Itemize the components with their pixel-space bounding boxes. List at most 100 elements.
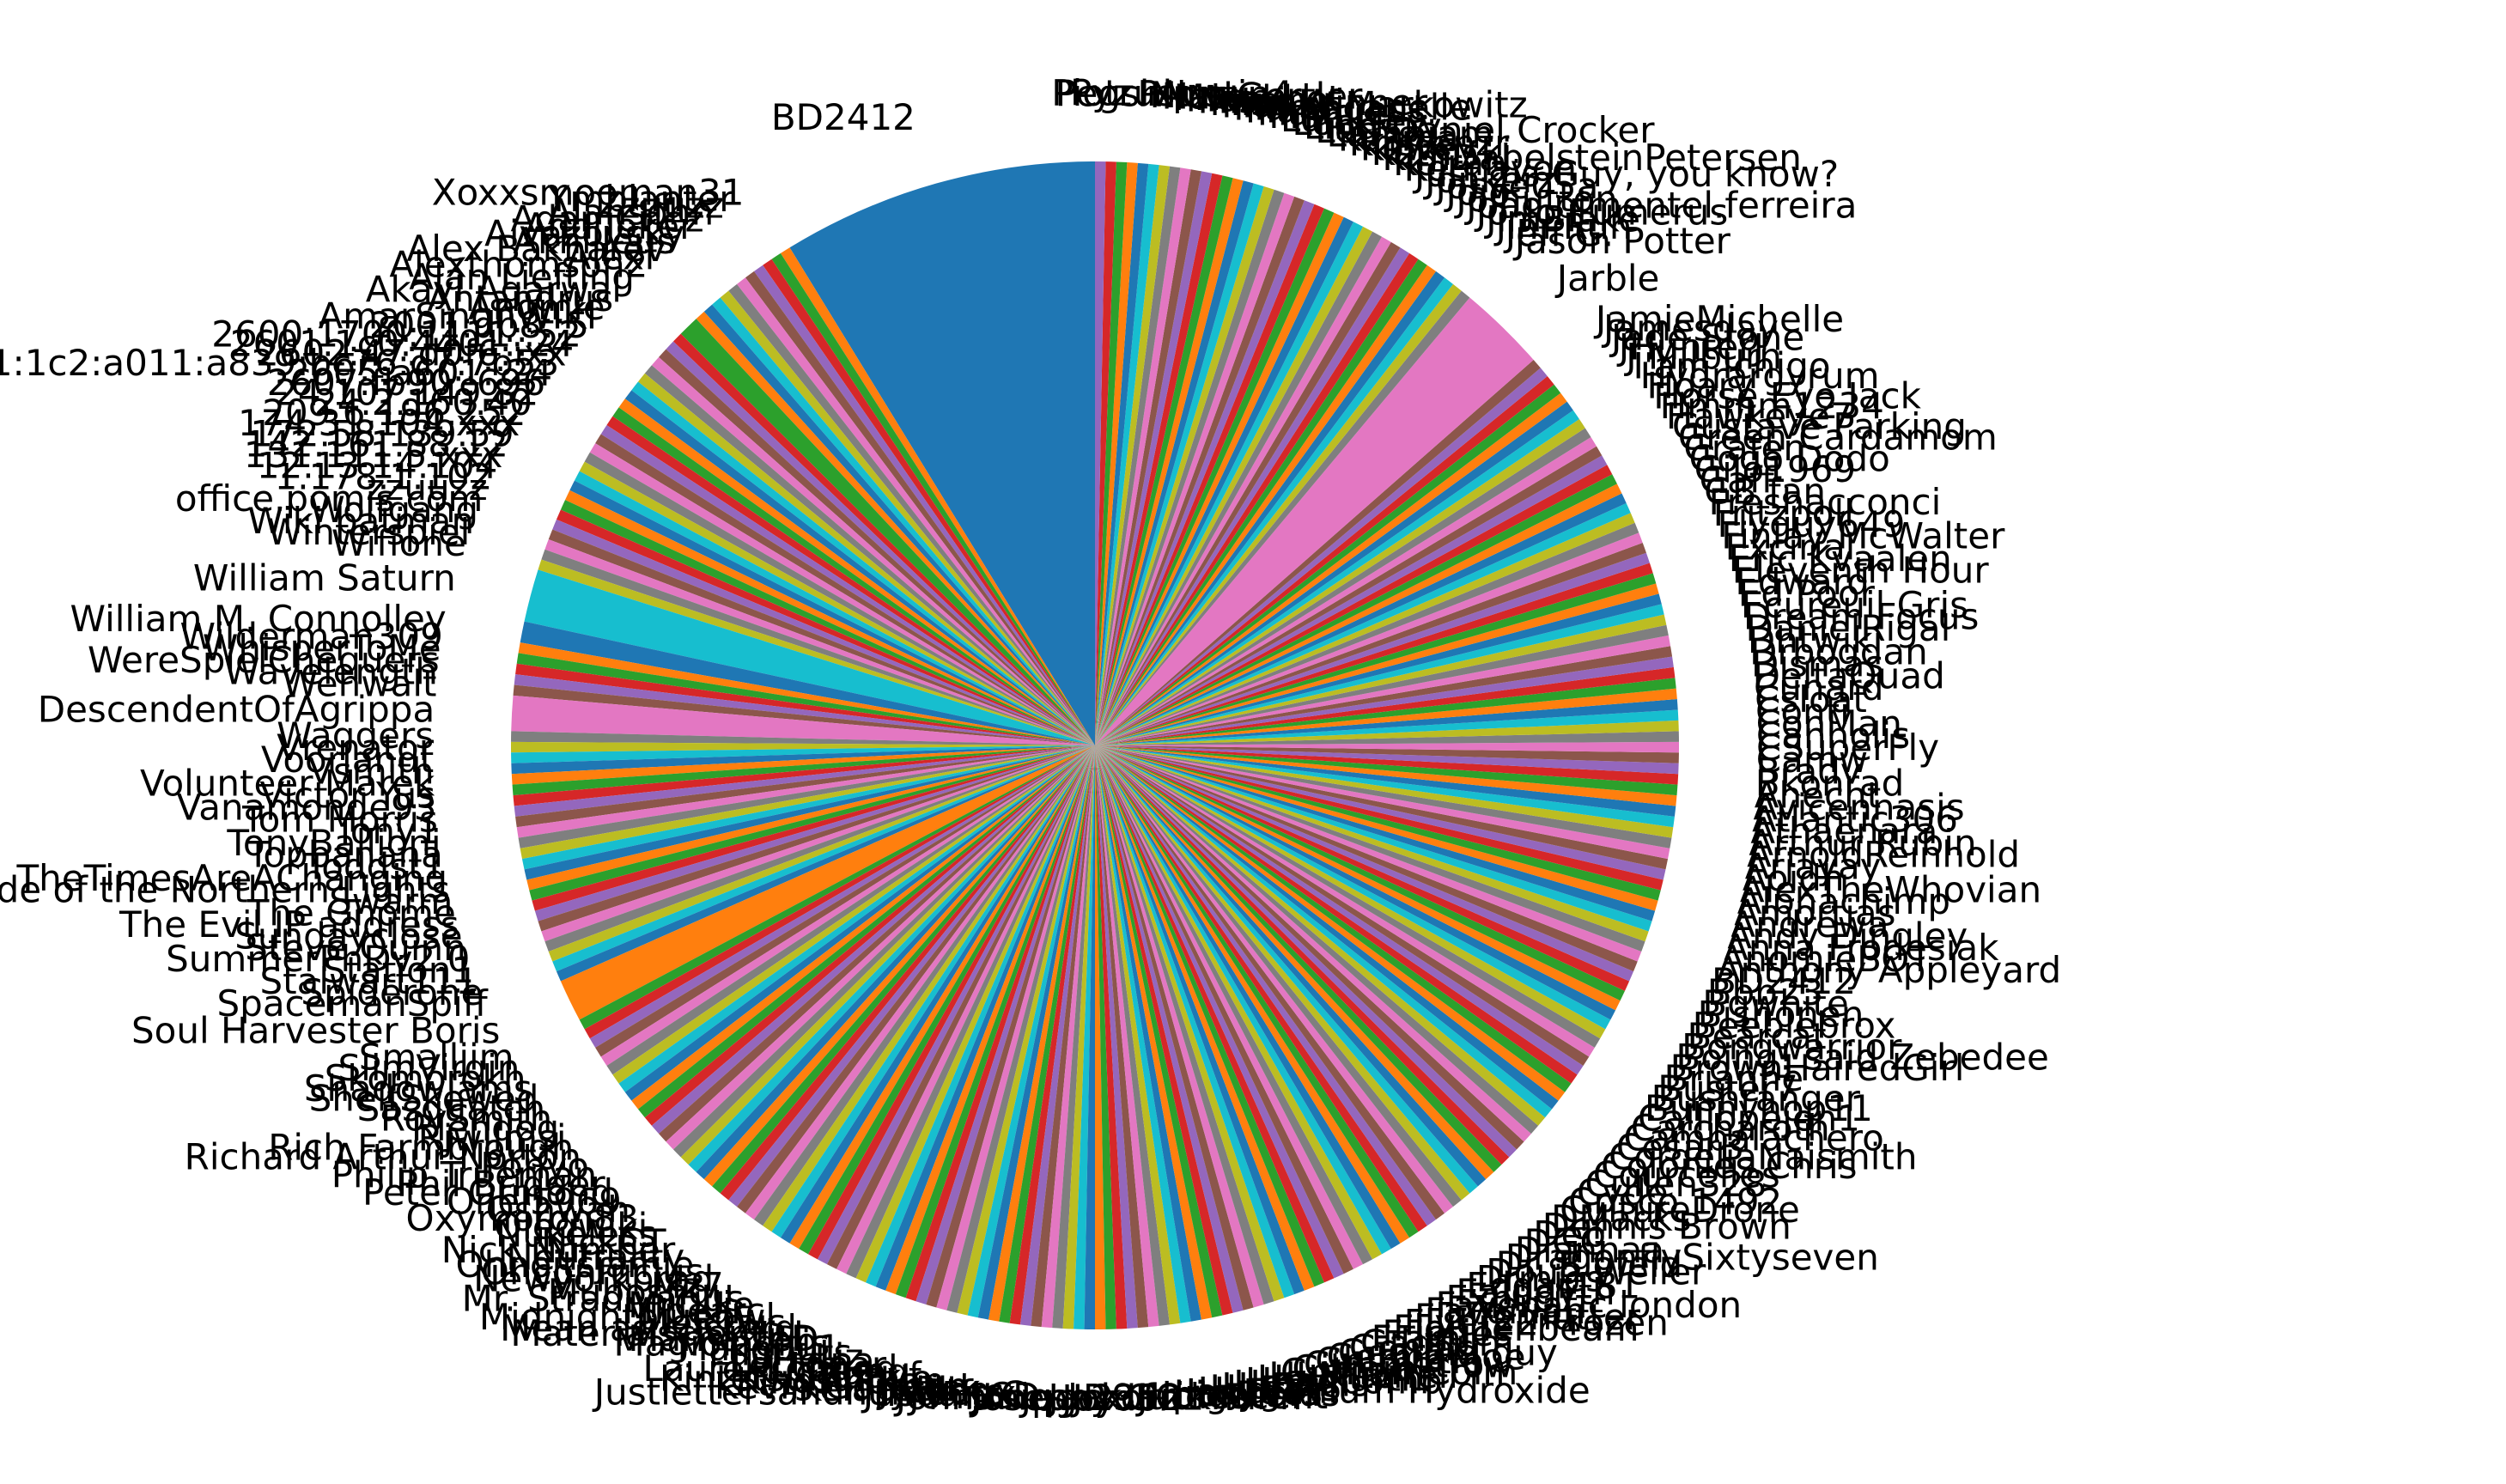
slice-label: 2600:1700:1111::52 bbox=[211, 313, 581, 356]
slice-label: Add Joker bbox=[524, 205, 695, 247]
pie-slice bbox=[511, 745, 1095, 775]
pie-slice bbox=[1095, 678, 1676, 745]
slice-label: DescendentOfAgrippa bbox=[38, 689, 435, 731]
pie-slice bbox=[866, 745, 1095, 1287]
slice-label: Winterspiel bbox=[267, 511, 470, 553]
pie-slice bbox=[624, 390, 1095, 745]
slice-label: Newyorkbrad bbox=[473, 1258, 714, 1300]
slice-label: Akhilleus bbox=[513, 220, 675, 262]
pie-slice bbox=[1095, 745, 1675, 828]
pie-slice bbox=[511, 745, 1095, 763]
pie-slice bbox=[1095, 745, 1638, 972]
pie-slice bbox=[754, 745, 1095, 1226]
slice-label: Ed Poor bbox=[1738, 572, 1876, 614]
slice-label: Ohconfucius bbox=[481, 1250, 704, 1292]
pie-slice bbox=[1095, 401, 1573, 745]
slice-label: Missing bbox=[1198, 80, 1333, 122]
pie-slice bbox=[1095, 428, 1591, 745]
pie-slice bbox=[988, 745, 1095, 1322]
pie-slice bbox=[579, 461, 1095, 745]
pie-slice bbox=[1095, 745, 1427, 1232]
pie-slice bbox=[1095, 745, 1445, 1220]
pie-slice bbox=[1095, 745, 1616, 1020]
pie-slice bbox=[1095, 376, 1554, 745]
slice-label: JamieMichelle bbox=[1593, 298, 1844, 340]
slice-label: Arthur Rubin bbox=[1749, 822, 1976, 864]
slice-label: Midnightblueowl bbox=[479, 1296, 776, 1338]
slice-label: Ahecht bbox=[1755, 775, 1881, 817]
slice-label: Flyguy649 bbox=[1718, 503, 1906, 545]
pie-slice bbox=[1095, 745, 1487, 1187]
pie-slice bbox=[1095, 474, 1617, 745]
pie-slice bbox=[680, 319, 1095, 745]
slice-label: Zzuuzz bbox=[597, 185, 724, 227]
pie-slice bbox=[1095, 745, 1223, 1318]
pie-slice bbox=[771, 745, 1095, 1238]
pie-slice bbox=[1095, 666, 1676, 745]
slice-label: Stalwart111 bbox=[259, 960, 478, 1002]
pie-slice bbox=[1095, 745, 1634, 982]
slice-label: Drbogdan bbox=[1749, 631, 1928, 673]
slice-label: Andy Dingley bbox=[1727, 915, 1968, 958]
slice-label: Magioladitis bbox=[614, 1323, 830, 1365]
slice-label: Hut 8.5 bbox=[1210, 1367, 1343, 1409]
slice-label: Materialscientist bbox=[510, 1312, 807, 1354]
slice-label: Kintetsubuffalo bbox=[660, 1357, 933, 1399]
slice-label: Ghmyrtle bbox=[1315, 1340, 1483, 1382]
slice-label: Jamesday bbox=[1601, 307, 1779, 350]
pie-slice bbox=[1095, 167, 1191, 746]
pie-slice bbox=[1095, 745, 1502, 1172]
slice-label: Anna Frodesiak bbox=[1724, 927, 1999, 969]
pie-slice bbox=[618, 745, 1095, 1092]
pie-slice bbox=[1095, 745, 1546, 1126]
pie-slice bbox=[808, 745, 1095, 1260]
pie-slice bbox=[1095, 745, 1621, 1011]
slice-label: Smalljim bbox=[359, 1037, 514, 1079]
slice-label: Aoidh bbox=[1743, 857, 1845, 899]
pie-slice bbox=[1095, 563, 1653, 745]
slice-label: Hmains bbox=[1233, 1363, 1369, 1405]
pie-slice bbox=[1095, 419, 1585, 745]
pie-slice bbox=[1095, 745, 1578, 1084]
slice-label: 142.161.88.12 bbox=[245, 423, 508, 465]
pie-slice bbox=[1095, 208, 1335, 745]
slice-label: 24.2.160.40 bbox=[314, 381, 532, 423]
pie-slice bbox=[651, 745, 1095, 1134]
pie-slice bbox=[696, 745, 1095, 1180]
pie-slice bbox=[1095, 513, 1635, 745]
pie-slice bbox=[538, 745, 1095, 932]
pie-slice bbox=[754, 265, 1095, 746]
pie-slice bbox=[1095, 741, 1680, 753]
pie-slice bbox=[1095, 745, 1669, 870]
pie-slice bbox=[595, 745, 1095, 1057]
pie-slice bbox=[1095, 552, 1650, 745]
slice-label: 1.178.1.102 bbox=[275, 455, 493, 497]
slice-label: Monkbot bbox=[1186, 78, 1342, 120]
pie-slice bbox=[1095, 204, 1324, 746]
slice-label: Kevin Gorman bbox=[715, 1365, 969, 1408]
slice-label: Cannolis bbox=[1756, 715, 1910, 757]
slice-label: 2001:db8::5 bbox=[369, 304, 589, 346]
slice-label: Alphachimp bbox=[1737, 880, 1950, 922]
pie-slice bbox=[512, 745, 1095, 796]
pie-slice bbox=[696, 311, 1095, 745]
pie-slice bbox=[1095, 166, 1181, 746]
slice-label: Bkonrad bbox=[1755, 763, 1905, 805]
pie-slice bbox=[720, 745, 1095, 1201]
slice-label: CultureDrone bbox=[1560, 1189, 1800, 1231]
pie-slice bbox=[1095, 484, 1622, 745]
pie-slice bbox=[569, 480, 1095, 745]
slice-label: zzuuzz bbox=[366, 466, 487, 508]
slice-label: 2605:a601::24 bbox=[287, 351, 552, 393]
pie-slice bbox=[1095, 593, 1662, 745]
pie-slice bbox=[511, 731, 1095, 745]
slice-label: Lindsay bbox=[1304, 105, 1442, 147]
slice-label: Edward bbox=[1735, 561, 1869, 603]
pie-slice bbox=[1041, 745, 1095, 1329]
pie-slice bbox=[846, 745, 1095, 1279]
pie-slice bbox=[1095, 446, 1603, 745]
pie-slice bbox=[1095, 162, 1149, 745]
slice-label: Gogo Dodo bbox=[1689, 437, 1890, 479]
slice-label: Ponyo bbox=[480, 1145, 589, 1187]
